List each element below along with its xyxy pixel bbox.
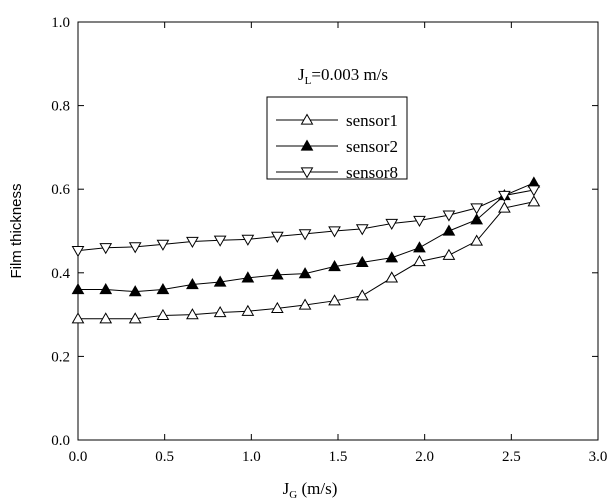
sensor1-point — [128, 312, 142, 324]
sensor2-point — [128, 285, 142, 297]
sensor1-point — [186, 308, 199, 320]
y-tick-label: 0.0 — [51, 433, 70, 449]
x-tick-label: 0.0 — [69, 449, 88, 465]
legend-label: sensor8 — [346, 163, 398, 182]
sensor2-point — [213, 275, 227, 287]
sensor8-point — [156, 239, 170, 251]
sensor2-point — [328, 260, 341, 272]
sensor1-point — [527, 195, 541, 207]
sensor2-point — [71, 283, 85, 295]
sensor2-point — [99, 283, 113, 295]
condition-annotation: JL=0.003 m/s — [298, 65, 388, 87]
legend-item-sensor1: sensor1 — [276, 111, 398, 130]
sensor8-point — [241, 234, 255, 246]
sensor1-point — [213, 306, 227, 318]
legend-marker — [300, 167, 314, 179]
sensor2-point — [241, 271, 255, 283]
sensor8-point — [527, 185, 541, 197]
sensor1-point — [99, 312, 113, 324]
x-tick-label: 1.0 — [242, 449, 261, 465]
sensor1-point — [270, 301, 284, 313]
legend-item-sensor2: sensor2 — [276, 137, 398, 156]
y-tick-label: 0.4 — [51, 266, 70, 282]
sensor8-point — [355, 224, 369, 236]
sensor1-point — [328, 294, 341, 306]
sensor2-point — [186, 277, 199, 290]
sensor2-point — [355, 255, 369, 267]
sensor8-line — [77, 189, 534, 252]
legend-marker — [300, 113, 314, 125]
y-tick-label: 1.0 — [51, 15, 70, 31]
y-tick-label: 0.6 — [51, 182, 70, 198]
series-sensor2 — [71, 176, 541, 297]
sensor8-point — [99, 243, 113, 255]
x-tick-label: 0.5 — [155, 449, 174, 465]
sensor8-point — [128, 242, 142, 254]
sensor1-point — [156, 308, 170, 321]
x-axis-title: JG (m/s) — [283, 479, 338, 501]
legend-label: sensor1 — [346, 111, 398, 130]
sensor8-point — [186, 236, 199, 248]
sensor8-point — [71, 246, 85, 258]
y-tick-label: 0.8 — [51, 99, 70, 115]
sensor2-point — [470, 213, 484, 225]
sensor2-point — [298, 267, 312, 279]
legend: sensor1 sensor2 sensor8 — [266, 96, 408, 182]
legend-box — [266, 96, 408, 180]
sensor8-point — [270, 231, 284, 243]
sensor1-point — [442, 248, 456, 260]
x-tick-label: 3.0 — [589, 449, 608, 465]
legend-label: sensor2 — [346, 137, 398, 156]
sensor1-point — [470, 234, 484, 246]
legend-marker — [300, 139, 314, 151]
sensor2-point — [156, 283, 170, 295]
sensor8-point — [385, 218, 399, 230]
series-layer — [71, 176, 541, 324]
sensor2-point — [413, 241, 426, 253]
y-axis-title: Film thickness — [8, 183, 25, 278]
sensor8-point — [298, 229, 312, 241]
x-tick-label: 2.0 — [415, 449, 434, 465]
sensor1-point — [385, 271, 399, 283]
sensor8-point — [413, 215, 426, 228]
sensor1-point — [241, 304, 255, 316]
sensor1-point — [355, 289, 369, 301]
x-tick-label: 2.5 — [502, 449, 521, 465]
sensor8-point — [498, 190, 511, 202]
axis-ticks: 0.0 0.5 1.0 1.5 2.0 2.5 3.0 0.0 0.2 0.4 0.6 0.8 1.0 — [51, 15, 607, 465]
x-tick-label: 1.5 — [329, 449, 348, 465]
y-tick-label: 0.2 — [51, 349, 70, 365]
sensor1-point — [498, 201, 511, 213]
sensor2-point — [442, 224, 456, 236]
legend-item-sensor8: sensor8 — [276, 163, 398, 182]
sensor8-point — [213, 235, 227, 247]
sensor8-point — [442, 210, 456, 222]
sensor1-point — [298, 298, 312, 310]
sensor1-point — [71, 312, 85, 324]
sensor8-point — [470, 203, 484, 215]
sensor2-point — [270, 268, 284, 280]
sensor1-point — [413, 255, 426, 267]
sensor2-point — [385, 251, 399, 263]
series-sensor8 — [71, 185, 541, 258]
series-sensor1 — [71, 195, 541, 324]
sensor8-point — [328, 226, 341, 238]
